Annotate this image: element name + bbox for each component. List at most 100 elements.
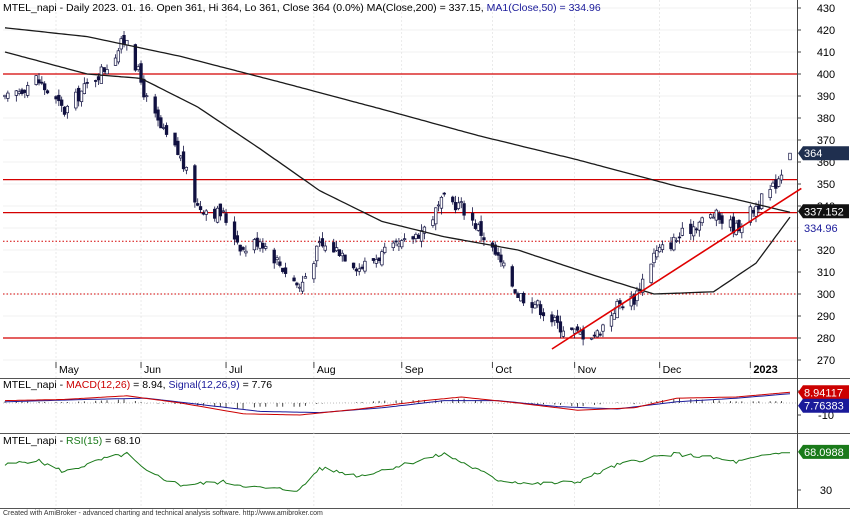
candle-body [479, 221, 483, 236]
price-tick-label: 420 [817, 25, 835, 37]
x-tick-label: Aug [317, 364, 336, 376]
candle-body [689, 223, 693, 234]
candle-body [615, 301, 619, 319]
candle-body [788, 152, 792, 161]
candle-body [680, 227, 684, 236]
candle-body [201, 212, 206, 215]
candle-body [601, 324, 605, 332]
candle-body [281, 267, 285, 272]
candle-body [6, 92, 10, 99]
candle-body [363, 260, 367, 272]
candle-body [536, 300, 540, 306]
rsi-tick-label: 30 [820, 485, 832, 497]
ma200-badge-bg [798, 204, 849, 219]
candle-body [419, 230, 424, 242]
candle-body [541, 312, 546, 317]
ma50-badge: 334.96 [804, 223, 838, 235]
candle-body [453, 202, 458, 211]
candle-body [618, 300, 622, 304]
candle-body [96, 76, 101, 81]
candle-body [519, 293, 523, 302]
macd-badge: 8.94117 [804, 387, 843, 399]
signal-line [4, 393, 791, 414]
candle-body [184, 166, 189, 171]
candle-body [354, 268, 359, 272]
candle-body [708, 214, 713, 219]
candle-body [298, 286, 302, 289]
candle-body [499, 254, 503, 263]
candle-body [431, 219, 435, 226]
candle-body [533, 304, 537, 309]
candle-body [181, 151, 186, 170]
candle-body [434, 207, 438, 225]
signal-badge-bg [798, 398, 849, 413]
candle-body [697, 221, 701, 231]
candle-body [272, 249, 276, 264]
ma200-readout: MA(Close,200) = 337.15, [367, 2, 484, 14]
candle-body [714, 209, 718, 221]
candle-body [451, 196, 455, 203]
candle-body [176, 140, 180, 155]
candle-body [657, 246, 662, 253]
candle-body [621, 306, 625, 309]
candle-body [113, 57, 118, 66]
candle-body [37, 79, 41, 84]
price-tick-label: 310 [817, 267, 835, 279]
candle-body [400, 240, 404, 248]
candle-body [459, 201, 463, 203]
candle-body [34, 75, 38, 85]
candle-body [43, 83, 47, 91]
candle-body [142, 78, 146, 98]
candle-body [159, 117, 163, 129]
x-tick-label: Sep [405, 364, 424, 376]
candle-body [54, 96, 58, 100]
x-tick-label: May [59, 364, 80, 376]
candle-body [516, 293, 520, 298]
candle-body [374, 259, 378, 264]
rsi-ticker: MTEL_napi [3, 435, 57, 447]
macd-ticker: MTEL_napi [3, 379, 57, 391]
price-tick-label: 400 [817, 69, 835, 81]
candle-body [553, 316, 557, 321]
candle-body [145, 95, 149, 98]
candle-body [592, 334, 597, 337]
candle-body [60, 99, 64, 106]
candle-body [153, 96, 157, 114]
rsi-badge-bg [798, 444, 849, 459]
candle-body [652, 252, 656, 264]
candle-body [85, 82, 89, 84]
candle-body [555, 315, 560, 323]
uptrend-line [551, 187, 802, 350]
candle-body [748, 206, 752, 223]
candle-body [558, 321, 563, 333]
candle-body [570, 327, 574, 330]
candle-body [575, 326, 580, 331]
candle-body [383, 246, 387, 253]
price-summary: - Daily 2023. 01. 16. Open 361, Hi 364, … [57, 2, 367, 14]
candle-body [612, 313, 616, 320]
macd-label: MACD(12,26) [66, 379, 130, 391]
candle-body [252, 239, 257, 251]
rsi-badge: 68.0988 [804, 447, 844, 459]
candle-body [173, 132, 177, 146]
candle-body [510, 266, 514, 287]
candle-body [411, 236, 415, 240]
candle-body [677, 236, 682, 239]
candle-body [102, 67, 106, 72]
macd-line [4, 391, 791, 416]
price-tick-label: 290 [817, 311, 835, 323]
candle-body [162, 127, 166, 129]
candle-body [700, 217, 704, 224]
candle-body [371, 258, 376, 261]
candle-body [757, 205, 761, 210]
last-close-badge-bg [798, 146, 849, 161]
candle-body [442, 192, 446, 195]
candle-body [196, 203, 200, 206]
candle-body [156, 109, 160, 121]
ma50-readout: MA1(Close,50) = 334.96 [484, 2, 601, 14]
signal-label: Signal(12,26,9) [168, 379, 239, 391]
candle-body [238, 244, 242, 252]
candle-body [218, 203, 223, 217]
candle-body [694, 228, 699, 231]
candle-body [391, 242, 395, 249]
